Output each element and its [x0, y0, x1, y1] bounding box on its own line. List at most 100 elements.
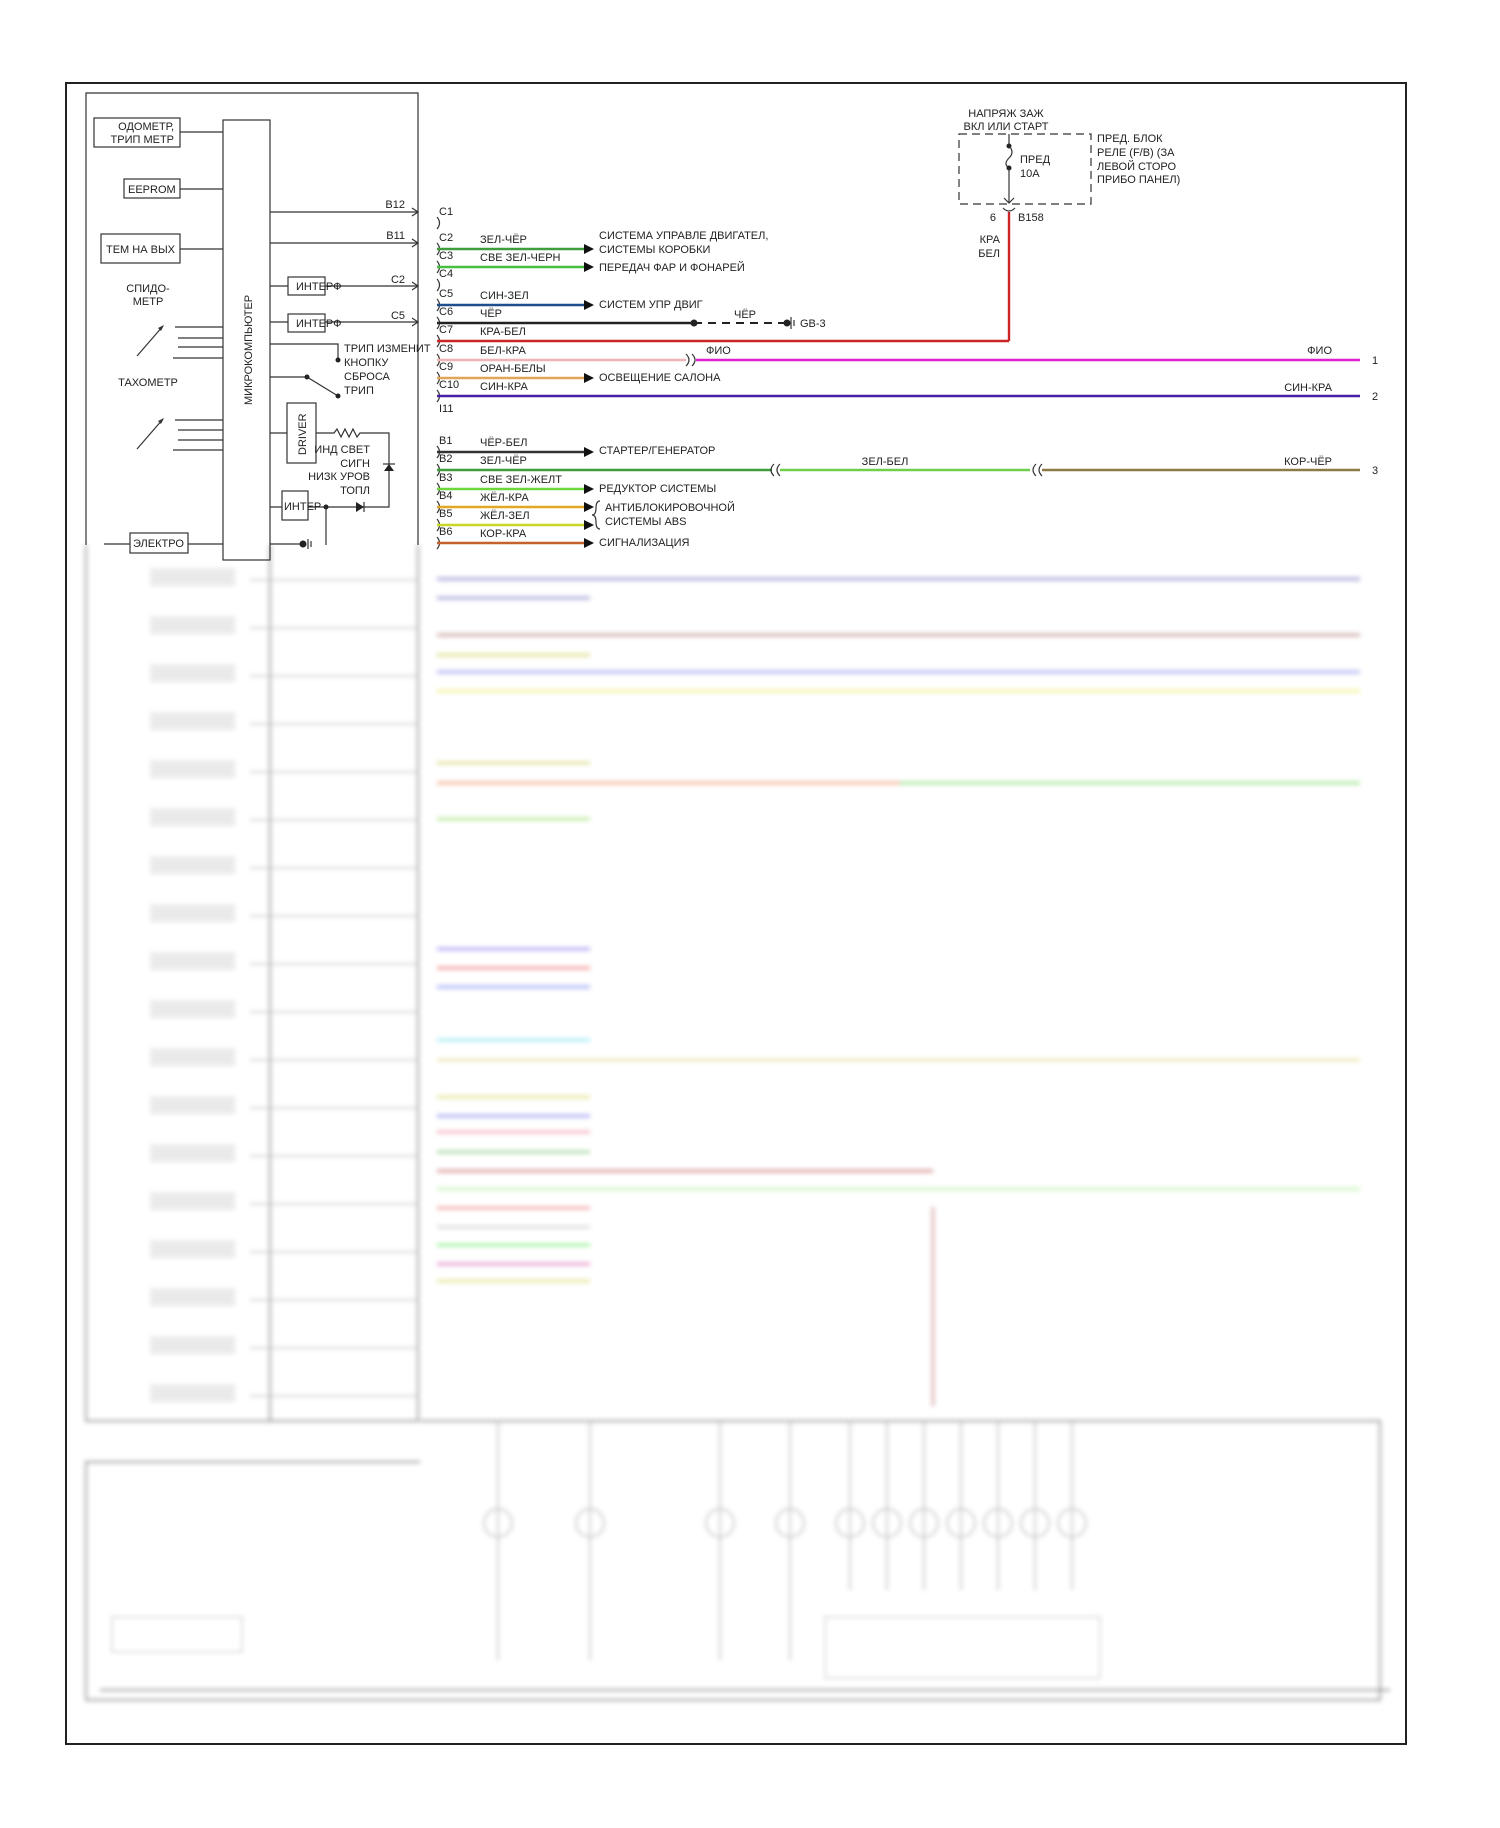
svg-text:СИСТЕМЫ КОРОБКИ: СИСТЕМЫ КОРОБКИ: [599, 244, 710, 256]
wire-label: ЧЁР-БЕЛ: [480, 437, 527, 449]
wire-label: СИН-ЗЕЛ: [480, 290, 529, 302]
blurred-label: [150, 760, 235, 778]
dest-engine-control: СИСТЕМ УПР ДВИГ: [599, 299, 703, 311]
fuse-icon: [1005, 145, 1013, 169]
blurred-label: [150, 1336, 235, 1354]
temp-out-block: ТЕМ НА ВЫХ: [100, 233, 223, 264]
ground-gb3: ЧЁР GB-3: [690, 309, 826, 330]
svg-text:СПИДО-: СПИДО-: [126, 283, 170, 295]
microcomputer-block: [222, 119, 271, 561]
svg-text:ТЕМ НА ВЫХ: ТЕМ НА ВЫХ: [106, 244, 176, 256]
wire-label: БЕЛ-КРА: [480, 345, 526, 357]
blurred-lower-diagram: [85, 545, 1390, 1701]
connector-b2-inline-2: [1032, 463, 1043, 477]
svg-text:DRIVER: DRIVER: [297, 413, 309, 455]
arrow-icon: [584, 373, 594, 383]
arrow-icon: [584, 262, 594, 272]
dest-abs: АНТИБЛОКИРОВОЧНОЙ СИСТЕМЫ ABS: [591, 500, 735, 530]
microcomputer-label: МИКРОКОМПЬЮТЕР: [243, 295, 255, 405]
speedometer-gauge: СПИДО- МЕТР: [126, 283, 223, 359]
arrow-icon: [584, 447, 594, 457]
wire-label: КОР-КРА: [480, 528, 527, 540]
svg-text:ЧЁР: ЧЁР: [734, 309, 756, 321]
svg-text:СБРОСА: СБРОСА: [344, 371, 391, 383]
svg-text:КНОПКУ: КНОПКУ: [344, 357, 389, 369]
pin-label: B5: [439, 508, 452, 520]
interface-c2: ИНТЕРФ C2: [270, 274, 420, 296]
blurred-label: [150, 568, 235, 586]
pin-label: C5: [439, 288, 453, 300]
svg-text:ПРЕД: ПРЕД: [1020, 154, 1051, 166]
blurred-label: [150, 1144, 235, 1162]
svg-text:B12: B12: [385, 199, 405, 211]
svg-text:ОДОМЕТР,: ОДОМЕТР,: [118, 121, 174, 133]
odometer-block: ОДОМЕТР, ТРИП МЕТР: [93, 117, 223, 148]
instrument-cluster-box: [85, 92, 419, 545]
blurred-label: [150, 664, 235, 682]
arrow-icon: [584, 244, 594, 254]
trip-reset-switch: ТРИП ИЗМЕНИТ КНОПКУ СБРОСА ТРИП: [270, 343, 431, 399]
svg-text:6: 6: [990, 212, 996, 224]
svg-text:РЕЛЕ (F/B) (ЗА: РЕЛЕ (F/B) (ЗА: [1097, 147, 1175, 159]
pin-label: C6: [439, 306, 453, 318]
wire-label: ЧЁР: [480, 308, 502, 320]
svg-text:МЕТР: МЕТР: [133, 296, 164, 308]
blurred-label: [150, 1192, 235, 1210]
arrow-icon: [584, 300, 594, 310]
blurred-label: [150, 1000, 235, 1018]
dest-headlights: ПЕРЕДАЧ ФАР И ФОНАРЕЙ: [599, 261, 745, 274]
svg-text:C2: C2: [391, 274, 405, 286]
pin-label: B1: [439, 435, 452, 447]
fuel-warning-indicator: DRIVER ИНТЕР ИНД СВЕТ СИГН НИЗК УРОВ ТОП…: [270, 402, 395, 545]
svg-text:КРА: КРА: [980, 234, 1001, 246]
svg-text:ИНТЕРФ: ИНТЕРФ: [296, 318, 341, 330]
blurred-label: [150, 616, 235, 634]
svg-text:ПРЕД. БЛОК: ПРЕД. БЛОК: [1097, 133, 1163, 145]
svg-text:БЕЛ: БЕЛ: [978, 248, 1000, 260]
svg-text:B158: B158: [1018, 212, 1044, 224]
blurred-label: [150, 1048, 235, 1066]
svg-text:СИСТЕМА УПРАВЛЕ ДВИГАТЕЛ,: СИСТЕМА УПРАВЛЕ ДВИГАТЕЛ,: [599, 230, 768, 242]
blurred-label: [150, 1384, 235, 1402]
svg-text:GB-3: GB-3: [800, 318, 826, 330]
output-1-num: 1: [1372, 355, 1378, 367]
wire-label: СВЕ ЗЕЛ-ЖЕЛТ: [480, 474, 562, 486]
wire-label: КРА-БЕЛ: [480, 326, 526, 338]
pin-label: B6: [439, 526, 452, 538]
svg-text:НАПРЯЖ ЗАЖ: НАПРЯЖ ЗАЖ: [968, 108, 1043, 120]
pin-label: C2: [439, 232, 453, 244]
svg-text:ТОПЛ: ТОПЛ: [340, 485, 370, 497]
svg-text:ТРИП МЕТР: ТРИП МЕТР: [111, 134, 174, 146]
svg-text:ТРИП ИЗМЕНИТ: ТРИП ИЗМЕНИТ: [344, 343, 431, 355]
svg-text:ТАХОМЕТР: ТАХОМЕТР: [118, 377, 178, 389]
pin-label: C10: [439, 379, 459, 391]
blurred-label: [150, 1288, 235, 1306]
pin-label: C1: [439, 206, 453, 218]
connector-b: B1 B2 B3 B4 B5 B6 ЧЁР-БЕЛ ЗЕЛ-ЧЁР СВЕ ЗЕЛ-ЖЕЛТ ЖЁ…: [436, 435, 772, 550]
blurred-label: [150, 856, 235, 874]
svg-text:ПРИБО ПАНЕЛ): ПРИБО ПАНЕЛ): [1097, 174, 1180, 186]
tachometer-gauge: ТАХОМЕТР: [118, 377, 223, 451]
interface-c5: ИНТЕРФ C5: [270, 310, 420, 333]
svg-text:C5: C5: [391, 310, 405, 322]
output-b11: B11: [270, 230, 420, 248]
connector-c8-inline: [685, 353, 696, 367]
pin-label: B3: [439, 472, 452, 484]
pin-label: C9: [439, 361, 453, 373]
eeprom-block: EEPROM: [123, 178, 223, 199]
svg-text:НИЗК УРОВ: НИЗК УРОВ: [308, 471, 370, 483]
svg-text:ЛЕВОЙ СТОРО: ЛЕВОЙ СТОРО: [1097, 160, 1177, 173]
svg-text:ИНТЕРФ: ИНТЕРФ: [296, 281, 341, 293]
wire-fio-label-far: ФИО: [1307, 345, 1332, 357]
pin-label: C7: [439, 324, 453, 336]
svg-text:СИСТЕМЫ ABS: СИСТЕМЫ ABS: [605, 516, 686, 528]
dest-interior-lighting: ОСВЕЩЕНИЕ САЛОНА: [599, 372, 721, 384]
pin-label: B2: [439, 453, 452, 465]
blurred-label: [150, 712, 235, 730]
arrow-icon: [584, 484, 594, 494]
blurred-label: [150, 904, 235, 922]
svg-text:СИГН: СИГН: [340, 458, 370, 470]
dest-reducer: РЕДУКТОР СИСТЕМЫ: [599, 483, 716, 495]
fuse-block: НАПРЯЖ ЗАЖ ВКЛ ИЛИ СТАРТ ПРЕД 10A ПРЕД. …: [958, 108, 1180, 341]
